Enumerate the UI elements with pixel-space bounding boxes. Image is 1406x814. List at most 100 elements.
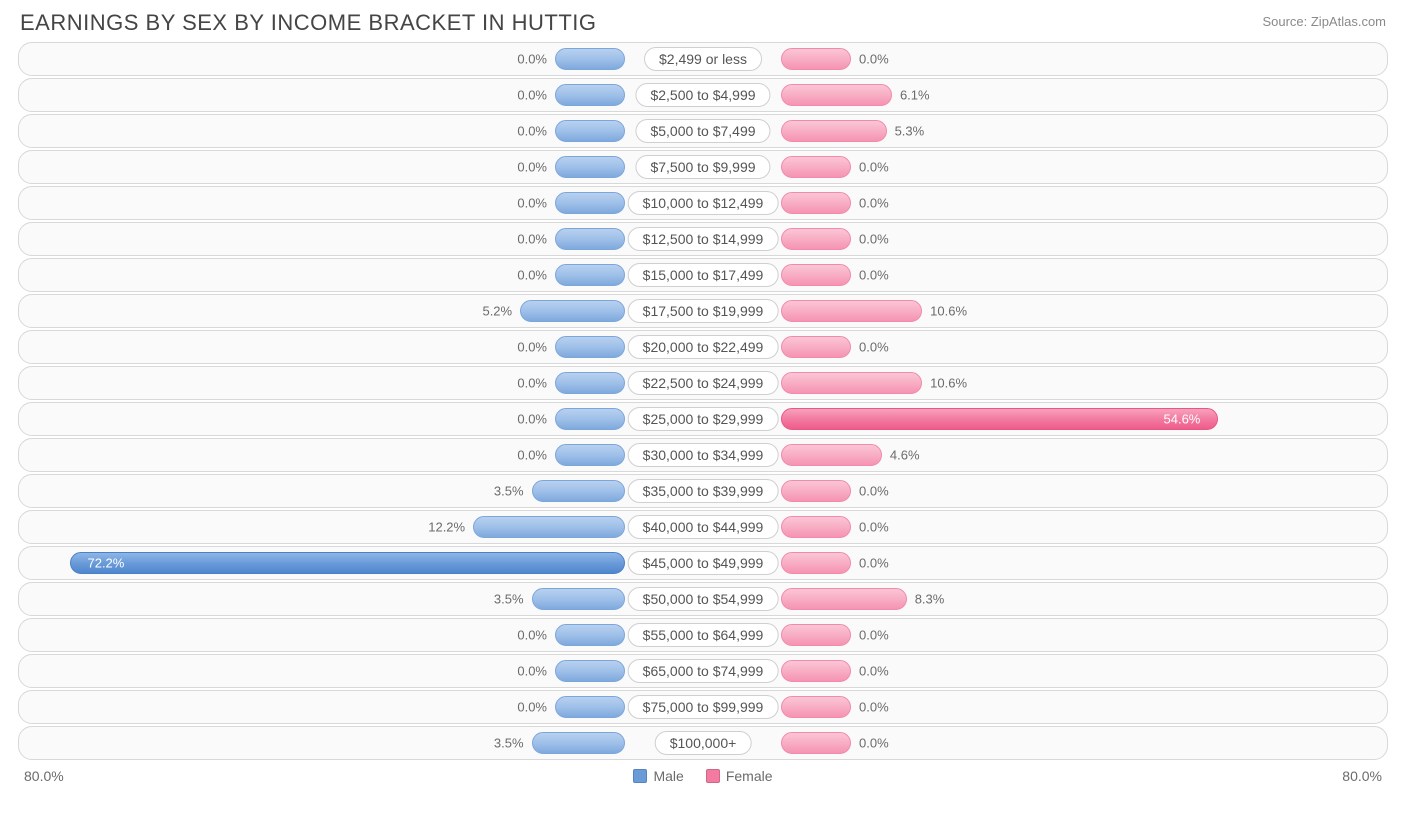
female-bar — [781, 336, 851, 358]
bracket-label: $50,000 to $54,999 — [628, 587, 779, 611]
female-value: 0.0% — [859, 268, 889, 283]
male-bar — [555, 156, 625, 178]
female-bar — [781, 480, 851, 502]
chart-row: 0.0% 0.0% $7,500 to $9,999 — [18, 150, 1388, 184]
bracket-label: $30,000 to $34,999 — [628, 443, 779, 467]
female-bar — [781, 732, 851, 754]
chart-row: 0.0%54.6%$25,000 to $29,999 — [18, 402, 1388, 436]
male-bar — [555, 120, 625, 142]
chart-row: 0.0%0.0%$10,000 to $12,499 — [18, 186, 1388, 220]
male-value: 0.0% — [517, 160, 547, 175]
female-value: 10.6% — [930, 304, 967, 319]
bracket-label: $35,000 to $39,999 — [628, 479, 779, 503]
female-value: 0.0% — [859, 340, 889, 355]
chart-row: 0.0%5.3%$5,000 to $7,499 — [18, 114, 1388, 148]
male-value: 0.0% — [517, 52, 547, 67]
male-value: 3.5% — [494, 592, 524, 607]
chart-row: 3.5%0.0%$100,000+ — [18, 726, 1388, 760]
male-value: 0.0% — [517, 664, 547, 679]
female-bar — [781, 696, 851, 718]
male-value: 0.0% — [517, 196, 547, 211]
bracket-label: $7,500 to $9,999 — [635, 155, 770, 179]
female-bar — [781, 192, 851, 214]
female-value: 0.0% — [859, 628, 889, 643]
female-value: 0.0% — [859, 556, 889, 571]
bracket-label: $40,000 to $44,999 — [628, 515, 779, 539]
male-bar — [555, 408, 625, 430]
chart-title: EARNINGS BY SEX BY INCOME BRACKET IN HUT… — [20, 10, 597, 36]
bracket-label: $55,000 to $64,999 — [628, 623, 779, 647]
female-bar — [781, 300, 922, 322]
female-bar — [781, 84, 892, 106]
bracket-label: $12,500 to $14,999 — [628, 227, 779, 251]
male-bar — [70, 552, 625, 574]
female-bar — [781, 264, 851, 286]
male-bar — [555, 48, 625, 70]
male-bar — [555, 192, 625, 214]
female-value: 0.0% — [859, 520, 889, 535]
chart-row: 0.0% 0.0% $55,000 to $64,999 — [18, 618, 1388, 652]
female-bar — [781, 552, 851, 574]
female-value: 0.0% — [859, 160, 889, 175]
bracket-label: $100,000+ — [655, 731, 752, 755]
chart-row: 0.0% 0.0% $75,000 to $99,999 — [18, 690, 1388, 724]
chart-header: EARNINGS BY SEX BY INCOME BRACKET IN HUT… — [0, 0, 1406, 42]
female-value: 0.0% — [859, 52, 889, 67]
bracket-label: $65,000 to $74,999 — [628, 659, 779, 683]
male-bar — [555, 660, 625, 682]
male-bar — [473, 516, 625, 538]
male-value: 0.0% — [517, 124, 547, 139]
legend-female-label: Female — [726, 768, 773, 784]
female-bar — [781, 444, 882, 466]
legend: Male Female — [633, 768, 772, 784]
chart-row: 0.0% 10.6% $22,500 to $24,999 — [18, 366, 1388, 400]
bracket-label: $2,499 or less — [644, 47, 762, 71]
female-bar — [781, 624, 851, 646]
chart-row: 0.0%0.0%$20,000 to $22,499 — [18, 330, 1388, 364]
male-value: 5.2% — [482, 304, 512, 319]
male-value: 0.0% — [517, 412, 547, 427]
chart-body: 0.0% 0.0% $2,499 or less 0.0%6.1%$2,500 to … — [0, 42, 1406, 760]
female-bar — [781, 408, 1218, 430]
bracket-label: $75,000 to $99,999 — [628, 695, 779, 719]
bracket-label: $17,500 to $19,999 — [628, 299, 779, 323]
legend-male: Male — [633, 768, 683, 784]
male-value: 72.2% — [87, 556, 124, 571]
female-value: 10.6% — [930, 376, 967, 391]
female-bar — [781, 48, 851, 70]
female-bar — [781, 372, 922, 394]
male-value: 3.5% — [494, 484, 524, 499]
female-value: 0.0% — [859, 700, 889, 715]
bracket-label: $22,500 to $24,999 — [628, 371, 779, 395]
male-bar — [532, 732, 625, 754]
male-value: 0.0% — [517, 700, 547, 715]
female-value: 6.1% — [900, 88, 930, 103]
male-value: 3.5% — [494, 736, 524, 751]
male-bar — [555, 624, 625, 646]
female-value: 4.6% — [890, 448, 920, 463]
male-value: 12.2% — [428, 520, 465, 535]
legend-female: Female — [706, 768, 773, 784]
female-value: 0.0% — [859, 484, 889, 499]
male-swatch — [633, 769, 647, 783]
male-value: 0.0% — [517, 268, 547, 283]
male-bar — [555, 372, 625, 394]
chart-footer: 80.0% Male Female 80.0% — [0, 762, 1406, 784]
male-bar — [555, 84, 625, 106]
chart-row: 0.0%6.1%$2,500 to $4,999 — [18, 78, 1388, 112]
bracket-label: $5,000 to $7,499 — [635, 119, 770, 143]
female-swatch — [706, 769, 720, 783]
bracket-label: $10,000 to $12,499 — [628, 191, 779, 215]
chart-row: 0.0%0.0%$12,500 to $14,999 — [18, 222, 1388, 256]
male-value: 0.0% — [517, 376, 547, 391]
chart-row: 3.5% 0.0% $35,000 to $39,999 — [18, 474, 1388, 508]
female-bar — [781, 156, 851, 178]
chart-row: 72.2%0.0%$45,000 to $49,999 — [18, 546, 1388, 580]
chart-row: 0.0%0.0%$65,000 to $74,999 — [18, 654, 1388, 688]
male-value: 0.0% — [517, 628, 547, 643]
chart-source: Source: ZipAtlas.com — [1262, 10, 1386, 29]
female-bar — [781, 516, 851, 538]
bracket-label: $15,000 to $17,499 — [628, 263, 779, 287]
female-bar — [781, 660, 851, 682]
bracket-label: $20,000 to $22,499 — [628, 335, 779, 359]
